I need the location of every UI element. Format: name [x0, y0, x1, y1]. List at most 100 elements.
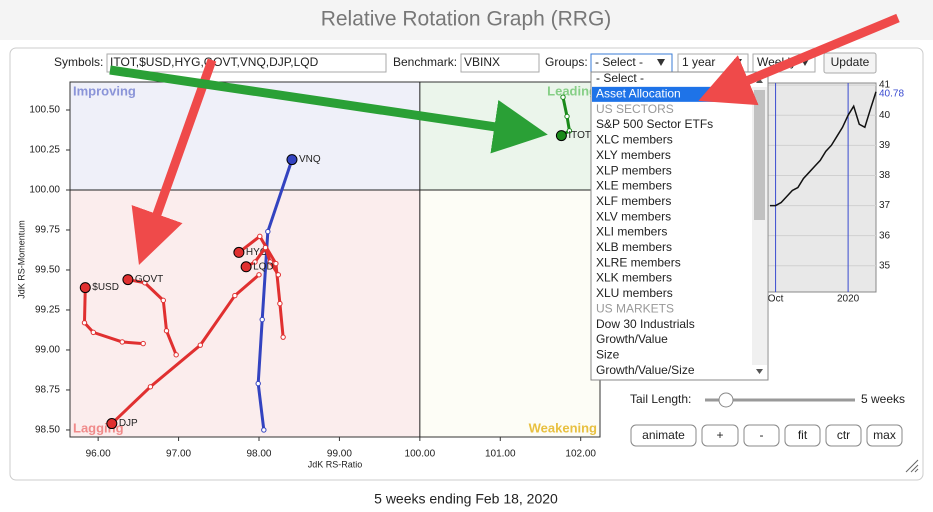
y-tick-label: 100.00 — [29, 185, 60, 196]
tail-point — [81, 320, 88, 326]
x-tick-label: 96.00 — [86, 449, 111, 460]
mini-y-label: 37 — [879, 200, 891, 211]
chart-button-label: animate — [642, 428, 685, 442]
x-tick-label: 102.00 — [565, 449, 596, 460]
tail-point — [90, 329, 97, 336]
tail-point — [261, 427, 267, 433]
tail-point — [267, 259, 273, 265]
option[interactable]: Growth/Value — [596, 332, 668, 346]
page-title: Relative Rotation Graph (RRG) — [321, 8, 612, 31]
head-point[interactable] — [122, 274, 134, 286]
option[interactable]: XLU members — [596, 286, 673, 300]
tail-point — [140, 340, 146, 347]
chart-button-label: - — [760, 428, 764, 442]
option[interactable]: XLP members — [596, 163, 672, 177]
footer: 5 weeks ending Feb 18, 2020 — [374, 491, 558, 507]
option[interactable]: XLC members — [596, 133, 673, 147]
slider-knob[interactable] — [718, 392, 734, 408]
option[interactable]: XLI members — [596, 225, 667, 239]
quadrant-label: Improving — [73, 83, 136, 98]
series-label: ITOT — [568, 130, 591, 141]
option[interactable]: XLK members — [596, 271, 672, 285]
quadrant — [70, 82, 420, 190]
head-point[interactable] — [240, 261, 252, 273]
dropdown-list — [590, 71, 769, 381]
mini-y-label: 35 — [879, 260, 891, 271]
quadrant-label: Weakening — [529, 420, 597, 435]
series-label: GOVT — [135, 274, 163, 285]
mini-y-label: 40 — [879, 110, 891, 121]
tail-point — [259, 316, 265, 323]
tail-point — [197, 342, 203, 348]
benchmark-input[interactable] — [460, 53, 540, 73]
tail-point — [262, 244, 269, 251]
tail-point — [275, 272, 282, 278]
tail-point — [255, 380, 261, 387]
option[interactable]: XLRE members — [596, 255, 681, 269]
option[interactable]: XLY members — [596, 148, 671, 162]
option[interactable]: S&P 500 Sector ETFs — [596, 117, 713, 131]
head-point[interactable] — [106, 418, 118, 430]
chart-button-label: max — [873, 428, 896, 442]
scrollbar-thumb[interactable] — [754, 90, 765, 220]
update-button[interactable] — [823, 52, 877, 74]
select-arrow — [657, 59, 665, 66]
head-point[interactable] — [79, 282, 91, 294]
tail-point — [163, 328, 170, 334]
option[interactable]: Asset Allocation — [596, 87, 681, 101]
mini-value-label: 40.78 — [879, 88, 904, 99]
y-tick-label: 98.50 — [35, 425, 60, 436]
chart-button[interactable] — [743, 424, 780, 447]
option[interactable]: Growth/Value/Size — [596, 363, 695, 377]
mini-line — [770, 91, 877, 207]
option[interactable]: XLE members — [596, 179, 672, 193]
series-label: $USD — [92, 282, 119, 293]
mini-x-label: 2020 — [837, 294, 860, 305]
series-label: HYG — [246, 247, 268, 258]
chart-button[interactable] — [630, 424, 697, 447]
chart-button-label: ctr — [837, 428, 850, 442]
tail-point — [119, 339, 125, 345]
x-axis-label: JdK RS-Ratio — [308, 459, 363, 469]
option[interactable]: XLB members — [596, 240, 672, 254]
tail-point — [257, 233, 263, 240]
title-bar — [0, 0, 933, 40]
y-tick-label: 99.25 — [35, 305, 60, 316]
quadrant — [70, 189, 420, 437]
groups-value: - Select - — [595, 55, 643, 69]
chart-button[interactable] — [701, 424, 739, 447]
tail-point — [277, 300, 283, 307]
chart-button[interactable] — [866, 424, 903, 447]
head-point[interactable] — [555, 130, 567, 142]
chart-button[interactable] — [825, 424, 862, 447]
y-tick-label: 99.50 — [35, 265, 60, 276]
mini-y-label: 39 — [879, 140, 891, 151]
tail-point — [142, 280, 148, 286]
option[interactable]: Dow 30 Industrials — [596, 317, 695, 331]
option[interactable]: XLF members — [596, 194, 671, 208]
chart-button[interactable] — [784, 424, 821, 447]
option-group: US MARKETS — [596, 301, 674, 315]
tail-point — [232, 292, 238, 299]
tail-point — [256, 272, 262, 278]
x-tick-label: 101.00 — [485, 449, 516, 460]
y-tick-label: 100.25 — [29, 145, 60, 156]
chart-button-label: fit — [798, 428, 808, 442]
tail-point — [173, 352, 179, 358]
head-point[interactable] — [233, 246, 245, 258]
x-tick-label: 98.00 — [246, 449, 271, 460]
option[interactable]: - Select - — [596, 71, 644, 85]
option[interactable]: Size — [596, 347, 620, 361]
series-label: LQD — [253, 261, 274, 272]
tail-point — [252, 259, 258, 265]
resize-grip — [905, 459, 919, 473]
chart-button-label: + — [716, 428, 723, 442]
symbols-input[interactable] — [106, 53, 387, 73]
option[interactable]: XLV members — [596, 209, 671, 223]
head-point[interactable] — [286, 154, 298, 166]
benchmark-label: Benchmark: — [393, 55, 457, 69]
mini-y-label: 41 — [879, 80, 891, 91]
mini-y-label: 36 — [879, 230, 891, 241]
